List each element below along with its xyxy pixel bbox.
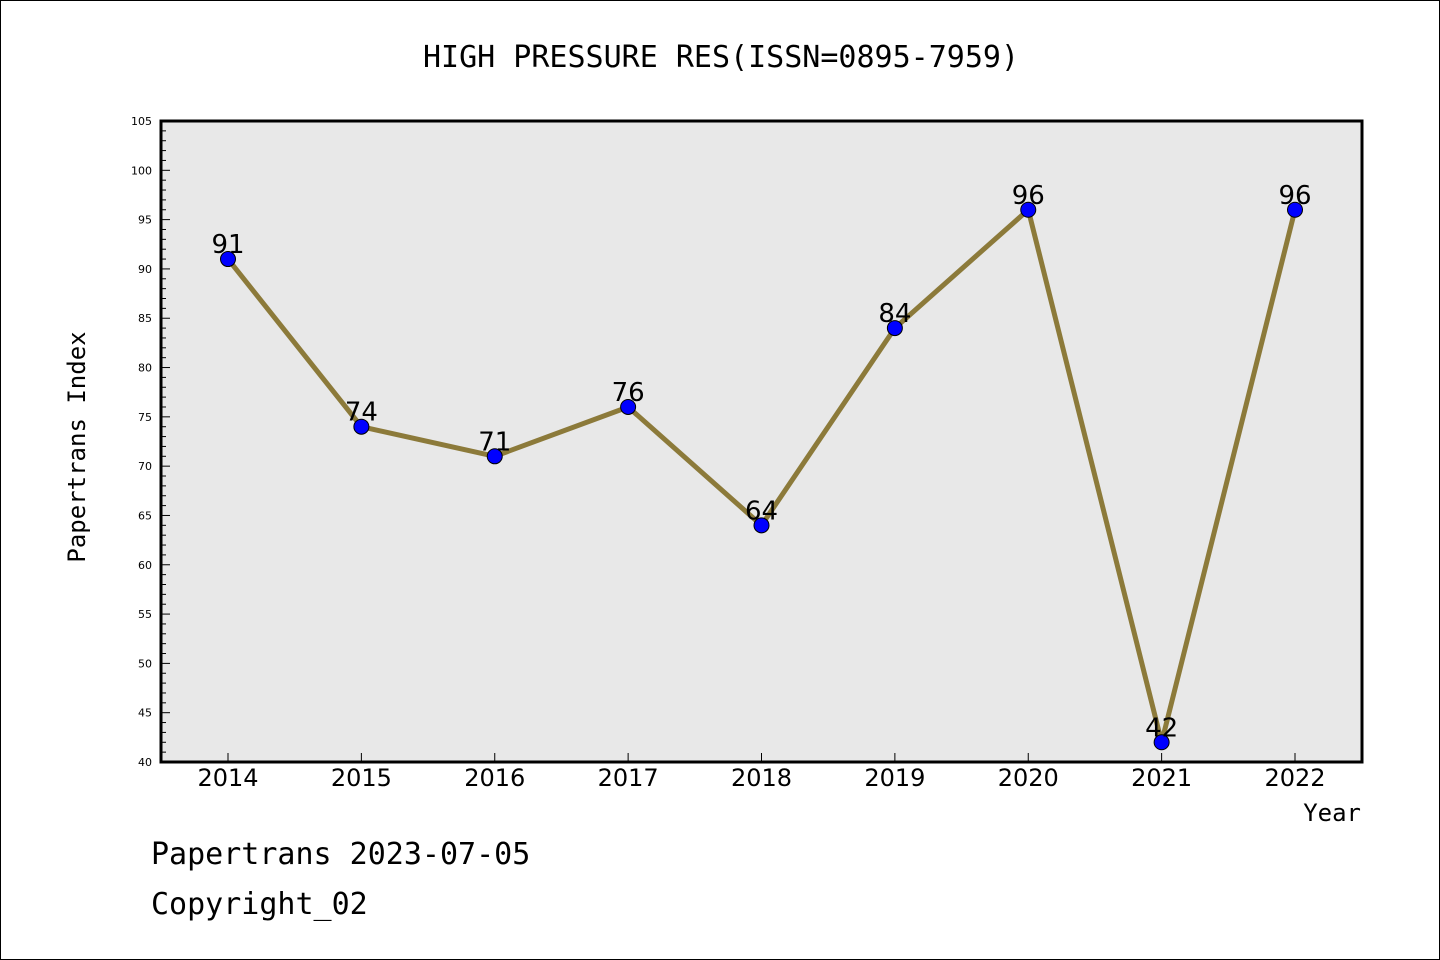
y-tick-label: 60 [138, 559, 152, 572]
data-label: 42 [1145, 713, 1178, 743]
data-point [1020, 201, 1037, 218]
y-tick-label: 55 [138, 608, 152, 621]
data-point [620, 398, 637, 415]
data-label: 91 [211, 230, 244, 260]
x-tick-label: 2015 [331, 764, 392, 792]
plot-border [159, 119, 1364, 764]
y-tick-label: 45 [138, 707, 152, 720]
data-label: 64 [745, 496, 778, 526]
y-tick-label: 70 [138, 460, 152, 473]
x-tick-label: 2019 [864, 764, 925, 792]
y-tick-label: 75 [138, 411, 152, 424]
data-label: 84 [878, 299, 911, 329]
y-tick-label: 100 [131, 164, 152, 177]
data-point [1287, 201, 1303, 218]
data-point [486, 448, 503, 465]
footer-date-text: Papertrans 2023-07-05 [151, 837, 531, 872]
data-points [220, 201, 1303, 751]
chart-title: HIGH PRESSURE RES(ISSN=0895-7959) [423, 40, 1019, 75]
y-tick-label: 80 [138, 362, 152, 375]
plot-area [161, 121, 1362, 762]
data-point [753, 517, 770, 534]
data-labels: 91 74 71 76 64 84 96 42 96 [211, 181, 1311, 744]
data-label: 71 [478, 427, 511, 457]
y-axis-title: Papertrans Index [63, 331, 91, 562]
x-tick-label: 2014 [197, 764, 258, 792]
x-tick-label: 2021 [1131, 764, 1192, 792]
x-tick-label: 2016 [464, 764, 525, 792]
data-point [1153, 734, 1170, 751]
y-tick-label: 85 [138, 312, 152, 325]
y-tick-label: 90 [138, 263, 152, 276]
data-label: 96 [1012, 181, 1045, 211]
y-tick-label: 95 [138, 214, 152, 227]
data-point [353, 418, 370, 435]
x-axis-title: Year [1303, 799, 1361, 827]
x-tick-label: 2022 [1264, 764, 1325, 792]
x-tick-label: 2020 [998, 764, 1059, 792]
y-tick-label: 65 [138, 509, 152, 522]
data-label: 74 [345, 398, 378, 428]
y-tick-label: 40 [138, 756, 152, 769]
data-label: 76 [612, 378, 645, 408]
x-tick-label: 2018 [731, 764, 792, 792]
x-axis-tick-labels: 2014 2015 2016 2017 2018 2019 2020 2021 2022 [197, 764, 1325, 792]
footer-copyright-text: Copyright_02 [151, 887, 368, 922]
x-tick-label: 2017 [598, 764, 659, 792]
data-point [886, 320, 903, 337]
y-tick-label: 50 [138, 657, 152, 670]
data-label: 96 [1278, 181, 1311, 211]
y-tick-label: 105 [131, 115, 152, 128]
y-axis-tick-labels: 40 45 50 55 60 65 70 75 80 85 90 95 100 105 [131, 115, 152, 769]
data-point [220, 251, 236, 268]
